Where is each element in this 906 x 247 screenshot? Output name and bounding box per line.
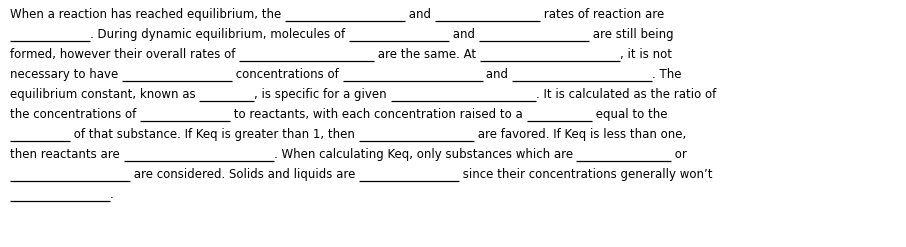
Text: rates of reaction are: rates of reaction are: [540, 8, 664, 21]
Text: are favored. If Keq is less than one,: are favored. If Keq is less than one,: [474, 128, 686, 141]
Text: since their concentrations generally won’t: since their concentrations generally won…: [459, 168, 713, 181]
Text: necessary to have: necessary to have: [10, 68, 122, 81]
Text: formed, however their overall rates of: formed, however their overall rates of: [10, 48, 239, 61]
Text: When a reaction has reached equilibrium, the: When a reaction has reached equilibrium,…: [10, 8, 285, 21]
Text: equal to the: equal to the: [592, 108, 667, 121]
Text: and: and: [483, 68, 512, 81]
Text: then reactants are: then reactants are: [10, 148, 123, 161]
Text: , is specific for a given: , is specific for a given: [255, 88, 390, 101]
Text: are still being: are still being: [589, 28, 673, 41]
Text: and: and: [448, 28, 478, 41]
Text: are considered. Solids and liquids are: are considered. Solids and liquids are: [130, 168, 359, 181]
Text: to reactants, with each concentration raised to a: to reactants, with each concentration ra…: [230, 108, 526, 121]
Text: . During dynamic equilibrium, molecules of: . During dynamic equilibrium, molecules …: [90, 28, 349, 41]
Text: .: .: [110, 188, 114, 201]
Text: concentrations of: concentrations of: [232, 68, 342, 81]
Text: , it is not: , it is not: [620, 48, 672, 61]
Text: and: and: [405, 8, 435, 21]
Text: equilibrium constant, known as: equilibrium constant, known as: [10, 88, 199, 101]
Text: are the same. At: are the same. At: [374, 48, 480, 61]
Text: . The: . The: [652, 68, 681, 81]
Text: . When calculating Keq, only substances which are: . When calculating Keq, only substances …: [274, 148, 576, 161]
Text: or: or: [671, 148, 688, 161]
Text: of that substance. If Keq is greater than 1, then: of that substance. If Keq is greater tha…: [70, 128, 359, 141]
Text: the concentrations of: the concentrations of: [10, 108, 140, 121]
Text: . It is calculated as the ratio of: . It is calculated as the ratio of: [535, 88, 716, 101]
